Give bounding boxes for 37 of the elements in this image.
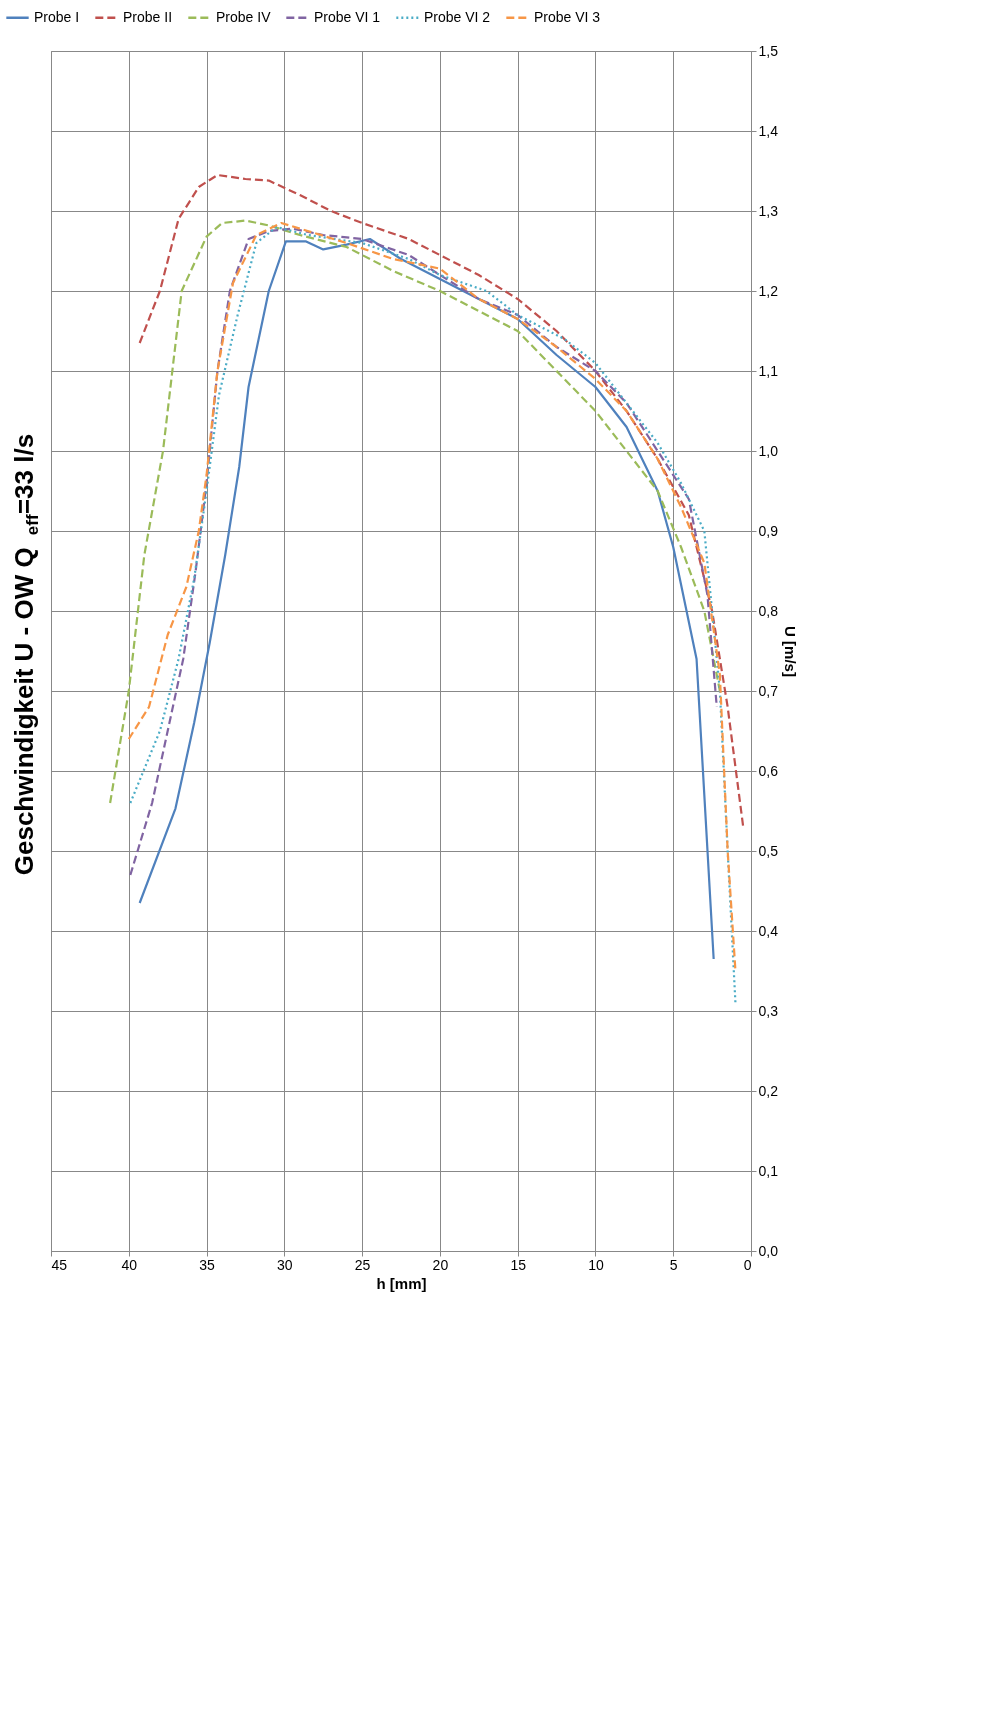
line-series bbox=[109, 219, 721, 805]
y-tick-label: 1,1 bbox=[758, 362, 779, 379]
x-tick-label: 25 bbox=[354, 1256, 371, 1273]
y-tick-label: 1,0 bbox=[758, 442, 779, 459]
y-axis-title: U [m/s] bbox=[781, 626, 799, 677]
y-tick-label: 1,5 bbox=[758, 42, 779, 59]
y-tick-label: 0,5 bbox=[758, 842, 779, 859]
x-tick-label: 30 bbox=[277, 1256, 293, 1273]
y-tick-label: 0,8 bbox=[758, 602, 779, 619]
y-tick-label: 0,1 bbox=[758, 1162, 779, 1179]
x-tick-label: 35 bbox=[199, 1256, 216, 1273]
x-tick-label: 20 bbox=[432, 1256, 449, 1273]
legend-label: Probe IV bbox=[216, 8, 272, 25]
y-tick-label: 0,2 bbox=[758, 1082, 779, 1099]
legend-label: Probe I bbox=[34, 8, 80, 25]
x-tick-label: 15 bbox=[510, 1256, 527, 1273]
x-axis-title: h [mm] bbox=[376, 1274, 427, 1292]
y-tick-label: 0,4 bbox=[758, 922, 779, 939]
y-tick-label: 0,7 bbox=[758, 682, 779, 699]
x-tick-label: 45 bbox=[51, 1256, 68, 1273]
y-tick-label: 1,4 bbox=[758, 122, 779, 139]
legend-label: Probe VI 3 bbox=[534, 8, 601, 25]
y-tick-label: 0,9 bbox=[758, 522, 779, 539]
legend-label: Probe VI 2 bbox=[424, 8, 491, 25]
x-tick-label: 5 bbox=[669, 1256, 678, 1273]
y-tick-label: 0,6 bbox=[758, 762, 779, 779]
x-tick-label: 40 bbox=[121, 1256, 138, 1273]
x-tick-label: 10 bbox=[588, 1256, 604, 1273]
x-tick-label: 0 bbox=[743, 1256, 752, 1273]
text: Geschwindigkeit U - OW Qeff=33 l/s bbox=[9, 433, 42, 876]
y-tick-label: 0,0 bbox=[758, 1242, 779, 1259]
legend-label: Probe VI 1 bbox=[314, 8, 381, 25]
line-series bbox=[138, 173, 745, 829]
legend-label: Probe II bbox=[123, 8, 173, 25]
y-tick-label: 0,3 bbox=[758, 1002, 779, 1019]
y-tick-label: 1,2 bbox=[758, 282, 779, 299]
y-tick-label: 1,3 bbox=[758, 202, 779, 219]
